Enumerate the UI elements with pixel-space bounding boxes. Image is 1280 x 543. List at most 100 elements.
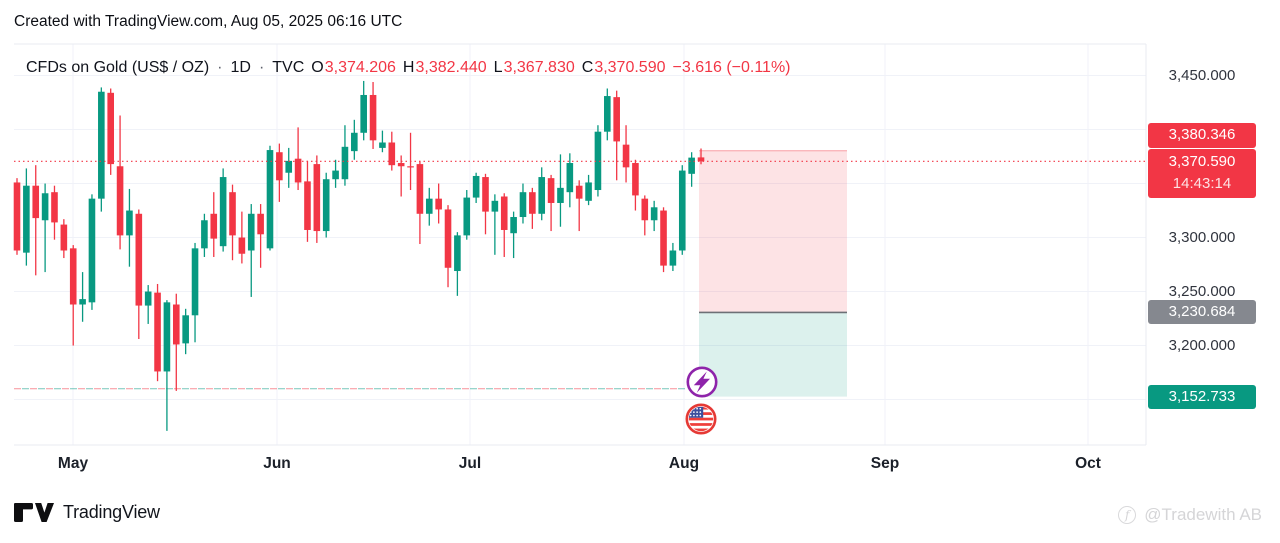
candle xyxy=(669,242,677,272)
candle xyxy=(566,153,574,208)
candle xyxy=(88,194,96,310)
price-axis-label: 3,300.000 xyxy=(1168,228,1236,246)
candle xyxy=(510,211,517,259)
candle xyxy=(688,152,695,187)
candle xyxy=(219,168,227,252)
candle xyxy=(285,147,293,188)
candle xyxy=(604,88,611,141)
candle xyxy=(69,245,77,346)
candle xyxy=(23,168,30,266)
open-value: O 3,374.206 xyxy=(311,59,396,76)
price-axis-label: 3,450.000 xyxy=(1168,66,1236,84)
price-badge-target: 3,152.733 xyxy=(1148,385,1256,409)
candle xyxy=(650,200,658,232)
close-value: C 3,370.590 xyxy=(581,59,666,76)
candle xyxy=(632,159,639,211)
candle xyxy=(575,180,583,232)
candle xyxy=(594,125,602,197)
candle xyxy=(538,167,546,221)
candle xyxy=(622,125,630,183)
separator-dot: · xyxy=(217,59,223,76)
time-axis-month-label: Aug xyxy=(668,455,700,472)
candle xyxy=(32,165,40,276)
separator-dot: · xyxy=(258,59,265,76)
candle xyxy=(529,187,536,229)
candle xyxy=(360,80,367,141)
tradingview-footer[interactable]: TradingView xyxy=(14,502,160,523)
candle xyxy=(182,308,189,355)
time-axis-month-label: Jun xyxy=(263,455,291,472)
author-watermark: f @Tradewith AB xyxy=(1118,505,1262,525)
attribution-text: Created with TradingView.com, Aug 05, 20… xyxy=(14,13,403,30)
candle xyxy=(444,205,452,288)
candle xyxy=(519,183,527,224)
price-badge-last: 3,370.590 14:43:14 xyxy=(1148,149,1256,198)
candle xyxy=(388,131,396,171)
tradingview-logo-icon xyxy=(14,503,54,522)
us-flag-icon[interactable] xyxy=(685,403,717,435)
price-change: −3.616 (−0.11%) xyxy=(672,59,791,76)
author-handle: @Tradewith AB xyxy=(1144,505,1262,524)
candle xyxy=(247,204,255,297)
candle xyxy=(257,204,264,268)
symbol-title[interactable]: CFDs on Gold (US$ / OZ) xyxy=(26,59,210,76)
candle xyxy=(454,232,461,296)
plot-frame xyxy=(14,43,1147,446)
candle xyxy=(322,172,330,238)
candle xyxy=(126,188,133,267)
grid-lines xyxy=(14,44,1146,445)
candle xyxy=(397,155,405,197)
bar-countdown: 14:43:14 xyxy=(1172,175,1232,192)
candle xyxy=(210,192,218,257)
candle xyxy=(425,187,433,226)
candle xyxy=(351,119,358,160)
candle xyxy=(51,185,58,240)
time-axis-month-label: Oct xyxy=(1075,455,1101,472)
position-zones-drawing[interactable] xyxy=(699,150,847,397)
candle xyxy=(79,272,86,322)
price-axis-label: 3,250.000 xyxy=(1168,282,1236,300)
low-value: L 3,367.830 xyxy=(493,59,575,76)
time-axis-month-label: May xyxy=(57,455,89,472)
candle xyxy=(144,285,152,324)
candle xyxy=(379,130,386,153)
price-badge-stop: 3,230.684 xyxy=(1148,300,1256,324)
candle xyxy=(98,87,105,212)
candle xyxy=(116,115,124,250)
price-axis-label: 3,200.000 xyxy=(1168,336,1236,354)
candle xyxy=(276,143,283,202)
high-value: H 3,382.440 xyxy=(402,59,487,76)
last-price: 3,370.590 xyxy=(1168,153,1236,170)
exchange-label: TVC xyxy=(272,59,305,76)
candle xyxy=(697,148,705,165)
candle xyxy=(463,190,471,240)
lightning-icon[interactable] xyxy=(686,366,718,398)
candle xyxy=(341,125,349,186)
candle xyxy=(472,172,480,203)
profit-zone xyxy=(699,312,847,397)
candle xyxy=(491,194,499,255)
candles-series xyxy=(13,80,705,431)
candle xyxy=(500,193,508,257)
candle xyxy=(41,183,49,273)
candle xyxy=(585,174,592,206)
candle xyxy=(641,195,649,236)
candle xyxy=(201,213,208,257)
candle xyxy=(229,184,236,261)
candle xyxy=(369,82,377,149)
candle xyxy=(613,90,620,181)
candle xyxy=(304,160,311,242)
price-badge-high: 3,380.346 xyxy=(1148,123,1256,148)
candle xyxy=(266,145,274,251)
candle xyxy=(313,155,321,243)
tradingview-wordmark: TradingView xyxy=(63,502,160,522)
candle xyxy=(107,88,114,175)
candle xyxy=(238,211,246,264)
candle xyxy=(416,160,424,245)
candle xyxy=(435,183,442,224)
interval-label[interactable]: 1D xyxy=(230,59,251,76)
candle xyxy=(660,207,667,273)
candle xyxy=(482,173,489,235)
